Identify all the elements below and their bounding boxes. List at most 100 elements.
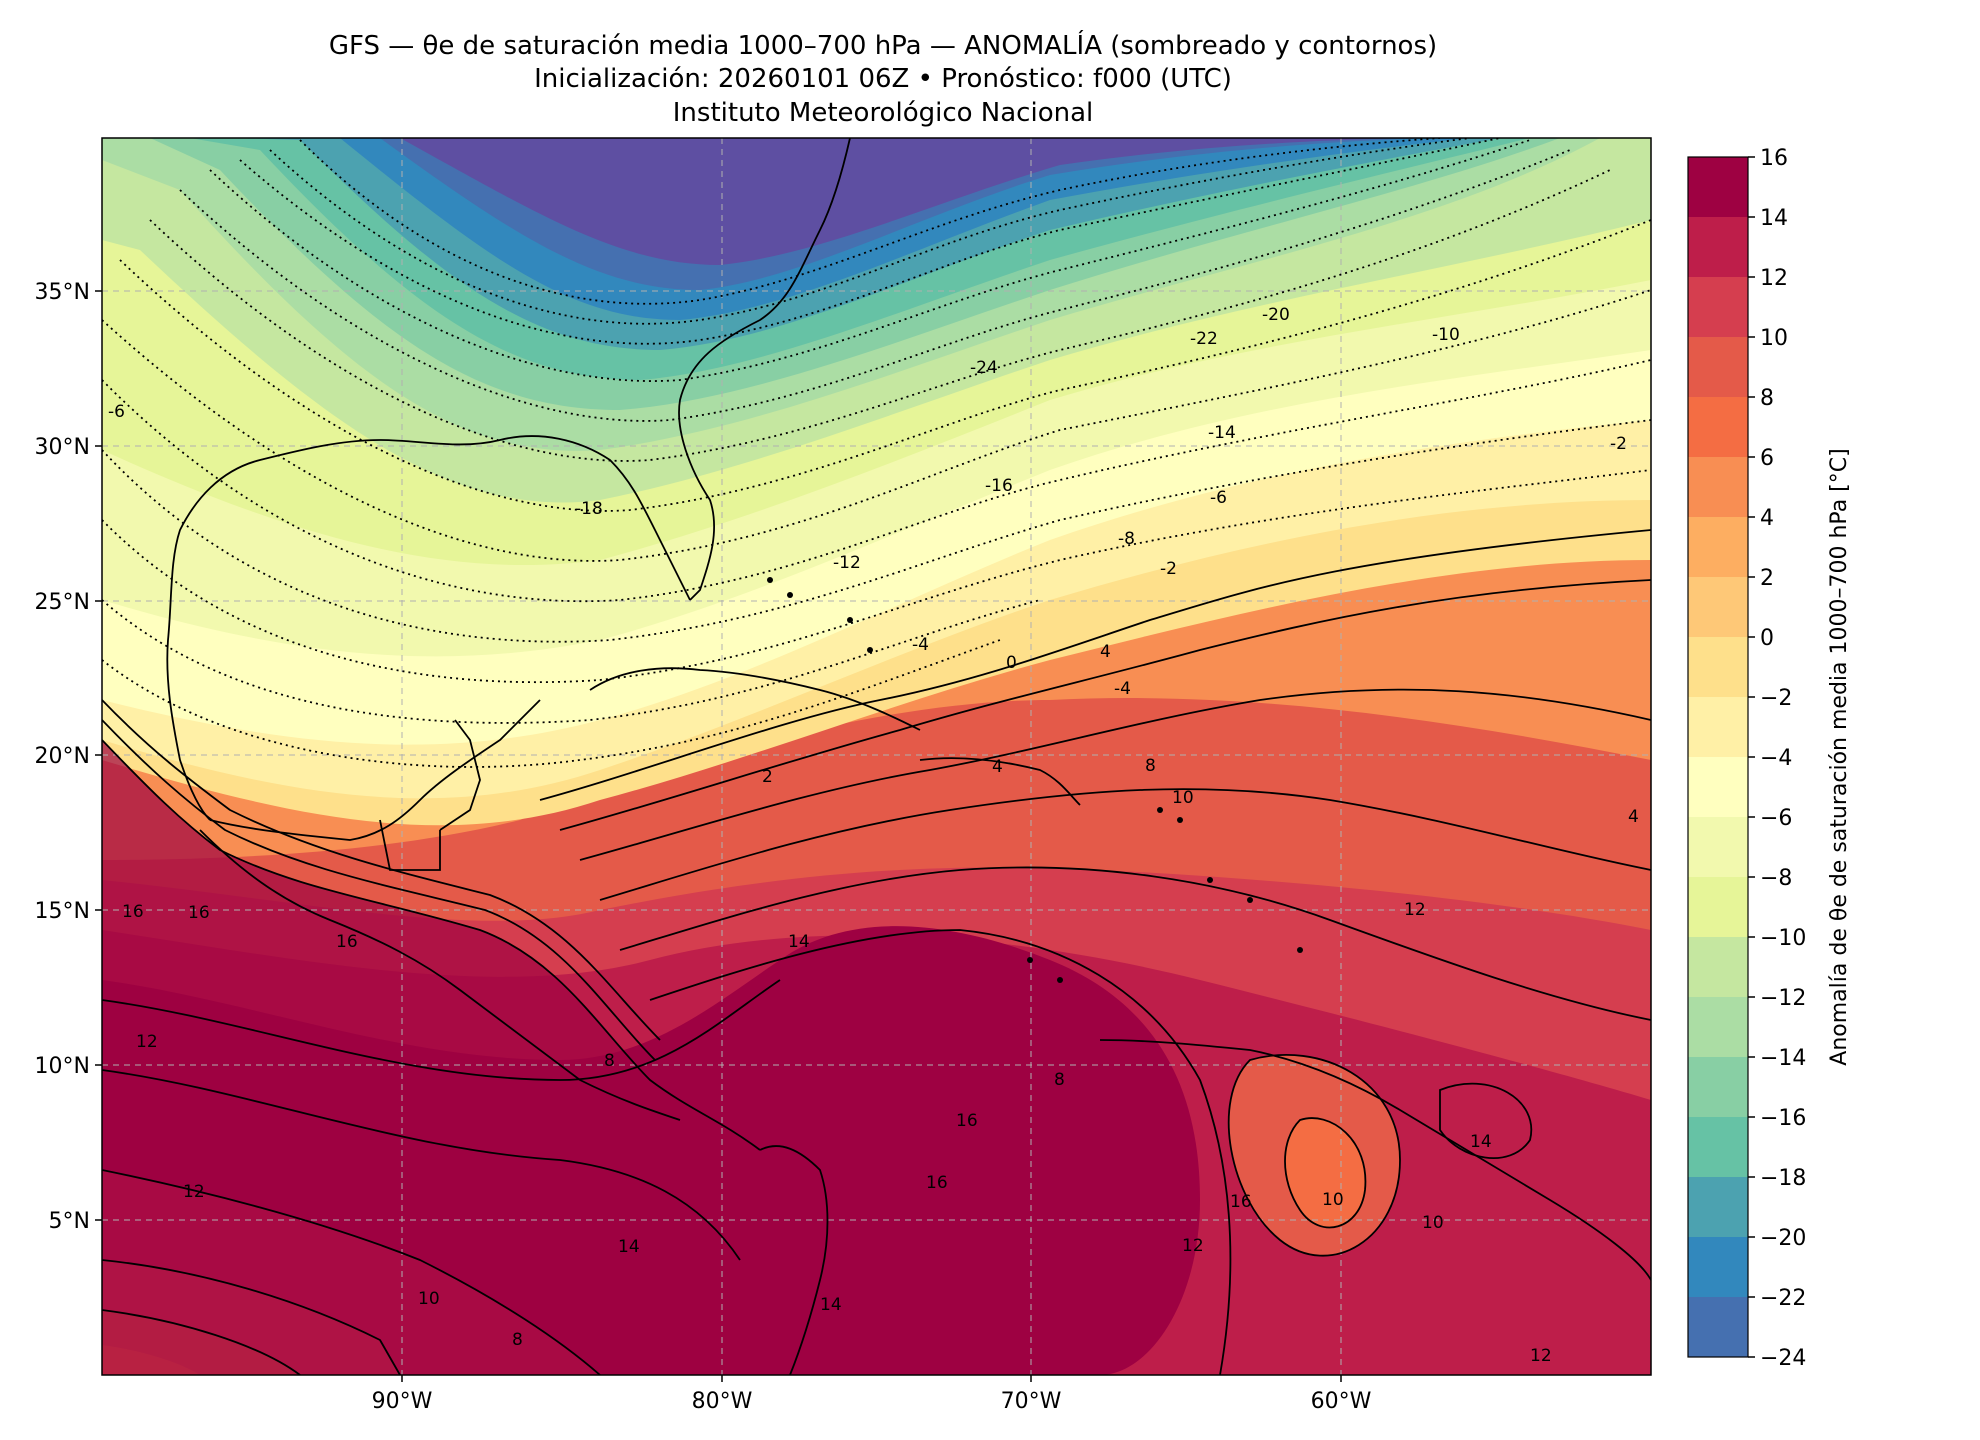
colorbar-segment: [1688, 397, 1748, 458]
contour-label: 16: [1230, 1192, 1252, 1212]
colorbar: 16 14 12 10 8 6 4 2 0 −2 −4 −6 −8 −10 −12 −14 −16 −18 −20 −…: [1687, 146, 1852, 1371]
contour-label: 16: [956, 1111, 978, 1131]
colorbar-segment: [1688, 1237, 1748, 1298]
colorbar-tick-label: 6: [1760, 446, 1774, 471]
colorbar-segment: [1688, 937, 1748, 998]
lat-tick-label: 10°N: [35, 1054, 90, 1079]
contour-label: -6: [108, 402, 125, 422]
contour-label: 16: [926, 1173, 948, 1193]
contour-label: -14: [1208, 423, 1236, 443]
map-frame: [101, 137, 1652, 1376]
colorbar-segment: [1688, 1297, 1748, 1358]
colorbar-segment: [1688, 997, 1748, 1058]
map-area: -2 4 -22 -20 -18 -16 -14 -12 -10 -8 -6 -6…: [102, 138, 1651, 1375]
colorbar-tick-label: 0: [1760, 626, 1774, 651]
colorbar-tick-label: −14: [1760, 1046, 1806, 1071]
contour-label: 4: [1100, 642, 1111, 662]
colorbar-segments: [1688, 157, 1748, 1358]
lon-tick-label: 90°W: [372, 1389, 433, 1414]
colorbar-segment: [1688, 517, 1748, 578]
colorbar-segment: [1688, 817, 1748, 878]
colorbar-tick-label: −6: [1760, 806, 1792, 831]
lat-tick-label: 5°N: [49, 1209, 90, 1234]
colorbar-tick-label: 2: [1760, 566, 1774, 591]
contour-label: 14: [1470, 1132, 1492, 1152]
contour-label: 14: [788, 932, 810, 952]
contour-label: -16: [985, 476, 1013, 496]
lon-tick-label: 80°W: [692, 1389, 753, 1414]
colorbar-tick-label: 16: [1760, 146, 1788, 171]
chart-subtitle-init: Inicialización: 20260101 06Z • Pronóstic…: [534, 64, 1232, 94]
contour-label: -2: [1610, 434, 1627, 454]
contour-label: 8: [512, 1330, 523, 1350]
colorbar-tick-label: −18: [1760, 1166, 1806, 1191]
contour-label: 12: [1404, 900, 1426, 920]
islands: [767, 577, 1303, 983]
colorbar-tick-label: 10: [1760, 326, 1788, 351]
shading-band-neg24: [320, 138, 1410, 265]
contour-label: 8: [1145, 756, 1156, 776]
colorbar-segment: [1688, 577, 1748, 638]
contour-label: 12: [136, 1032, 158, 1052]
contour-label: -6: [1210, 488, 1227, 508]
contours-positive: [102, 529, 1651, 1375]
colorbar-segment: [1688, 157, 1748, 218]
colorbar-tick-label: 12: [1760, 266, 1788, 291]
contour-label: 10: [1172, 788, 1194, 808]
colorbar-segment: [1688, 337, 1748, 398]
gridlines: [102, 138, 1651, 1375]
colorbar-segment: [1688, 877, 1748, 938]
colorbar-segment: [1688, 1117, 1748, 1178]
contour-label: 8: [1054, 1070, 1065, 1090]
colorbar-tick-label: −22: [1760, 1286, 1806, 1311]
lat-tick-label: 15°N: [35, 899, 90, 924]
contour-label: 12: [1182, 1236, 1204, 1256]
colorbar-segment: [1688, 697, 1748, 758]
lat-tick-label: 20°N: [35, 744, 90, 769]
contour-label: 4: [992, 757, 1003, 777]
contour-label: 10: [1322, 1190, 1344, 1210]
lat-tick-label: 35°N: [35, 280, 90, 305]
shading-venezuela-core: [1285, 1118, 1366, 1228]
contour-label: 14: [618, 1237, 640, 1257]
contour-label: -8: [1118, 529, 1135, 549]
contour-label: 14: [820, 1295, 842, 1315]
colorbar-tick-label: 4: [1760, 506, 1774, 531]
contours-negative: [102, 138, 1651, 768]
contour-label: 12: [183, 1182, 205, 1202]
y-axis: 35°N 30°N 25°N 20°N 15°N 10°N 5°N: [35, 280, 102, 1234]
contour-label: 4: [1628, 807, 1639, 827]
colorbar-label: Anomalía de θe de saturación media 1000–…: [1827, 448, 1852, 1065]
contour-label: -18: [575, 499, 603, 519]
colorbar-tick-label: −16: [1760, 1106, 1806, 1131]
contour-label: 16: [122, 902, 144, 922]
contour-label: 0: [1006, 653, 1017, 673]
colorbar-segment: [1688, 217, 1748, 278]
colorbar-tick-label: −24: [1760, 1346, 1806, 1371]
colorbar-tick-label: −20: [1760, 1226, 1806, 1251]
colorbar-tick-label: −8: [1760, 866, 1792, 891]
contour-label: -12: [833, 553, 861, 573]
contour-labels: -2 4 -22 -20 -18 -16 -14 -12 -10 -8 -6 -6…: [108, 305, 1639, 1366]
colorbar-ticks: 16 14 12 10 8 6 4 2 0 −2 −4 −6 −8 −10 −12 −14 −16 −18 −20 −…: [1748, 146, 1806, 1371]
colorbar-segment: [1688, 277, 1748, 338]
colorbar-segment: [1688, 757, 1748, 818]
lat-tick-label: 25°N: [35, 590, 90, 615]
contour-label: -4: [912, 635, 929, 655]
colorbar-segment: [1688, 1177, 1748, 1238]
colorbar-tick-label: −4: [1760, 746, 1792, 771]
contour-label: 12: [1530, 1346, 1552, 1366]
contour-label: 10: [418, 1289, 440, 1309]
contour-label: 16: [336, 932, 358, 952]
contour-label: 2: [762, 767, 773, 787]
lat-tick-label: 30°N: [35, 435, 90, 460]
contour-label: 16: [188, 903, 210, 923]
contour-label: -20: [1262, 305, 1290, 325]
contour-label: -10: [1432, 325, 1460, 345]
contour-label: 8: [604, 1051, 615, 1071]
colorbar-tick-label: −10: [1760, 926, 1806, 951]
contour-label: -22: [1190, 329, 1218, 349]
x-axis: 90°W 80°W 70°W 60°W: [372, 1375, 1372, 1414]
lon-tick-label: 60°W: [1311, 1389, 1372, 1414]
